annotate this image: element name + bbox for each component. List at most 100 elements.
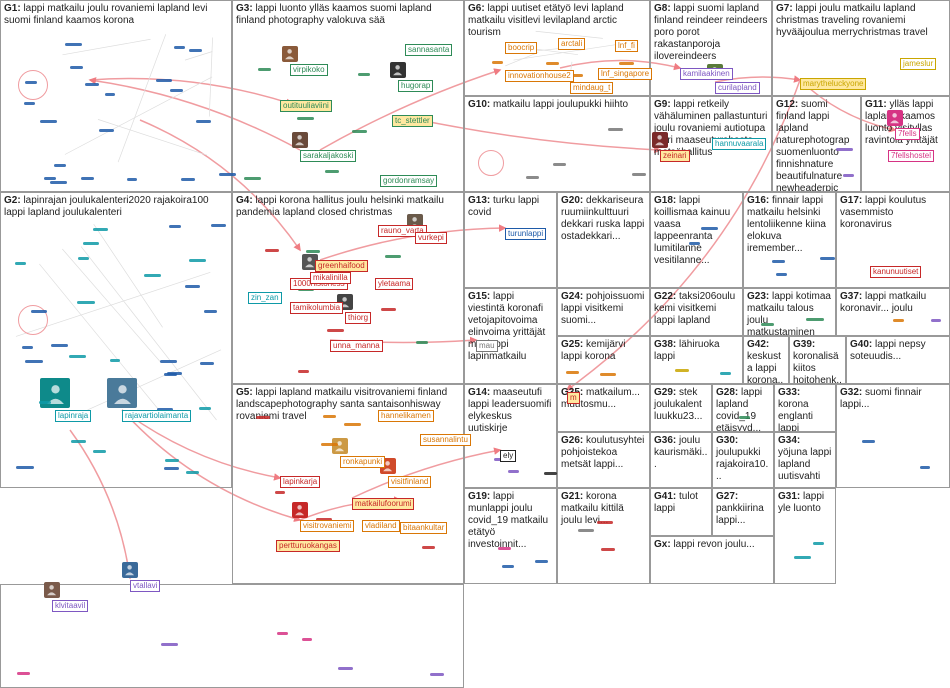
- node-dot: [601, 548, 616, 551]
- network-node[interactable]: turunlappi: [505, 228, 546, 240]
- network-node[interactable]: arctali: [558, 38, 585, 50]
- network-node[interactable]: hugorap: [398, 80, 433, 92]
- node-dot: [566, 371, 578, 374]
- network-node[interactable]: kanunuutiset: [870, 266, 921, 278]
- node-dot: [186, 471, 199, 474]
- node-dot: [244, 177, 260, 180]
- node-dot: [862, 440, 876, 443]
- node-dot: [327, 329, 344, 332]
- network-node[interactable]: hannuvaarala: [712, 138, 766, 150]
- group-cell-g20: G20: dekkariseura ruumiinkulttuuri dekka…: [557, 192, 650, 288]
- network-node[interactable]: lapinkarja: [280, 476, 320, 488]
- group-label: yöjuna lappi lapland uutisvahti: [778, 447, 831, 482]
- group-cell-g38: G38: lähiruoka lappi: [650, 336, 743, 384]
- group-cell-g11: G11: ylläs lappi lapland kaamos luonto v…: [861, 96, 950, 192]
- network-node[interactable]: innovationhouse2: [505, 70, 574, 82]
- node-dot: [40, 120, 58, 123]
- group-cell-g3: G3: lappi luonto ylläs kaamos suomi lapl…: [232, 0, 464, 192]
- network-node[interactable]: mikalinilla: [310, 272, 351, 284]
- group-title: G16: finnair lappi matkailu helsinki len…: [747, 195, 832, 255]
- network-node[interactable]: jameslur: [900, 58, 936, 70]
- group-id: G2:: [4, 195, 23, 206]
- group-id: G39:: [793, 339, 815, 350]
- network-node[interactable]: visitrovaniemi: [300, 520, 354, 532]
- avatar-icon: [292, 132, 308, 148]
- network-node[interactable]: kamilaakinen: [680, 68, 733, 80]
- node-dot: [416, 341, 428, 344]
- node-dot: [25, 360, 43, 363]
- group-label: joulupukki rajakoira10...: [716, 447, 768, 482]
- group-id: G1:: [4, 3, 23, 14]
- network-node[interactable]: sannasanta: [405, 44, 452, 56]
- node-dot: [761, 323, 774, 326]
- group-label: lappi matkailu joulu rovaniemi lapland l…: [4, 3, 207, 26]
- network-node[interactable]: rajavartiolaimanta: [122, 410, 191, 422]
- node-dot: [689, 242, 700, 245]
- group-id: G18:: [654, 195, 679, 206]
- network-node[interactable]: gordonramsay: [380, 175, 437, 187]
- network-node[interactable]: vladiland: [362, 520, 400, 532]
- network-node[interactable]: lapinraja: [55, 410, 91, 422]
- group-id: G5:: [236, 387, 255, 398]
- group-title: G34: yöjuna lappi lapland uutisvahti: [778, 435, 832, 483]
- network-node[interactable]: vurkepi: [415, 232, 447, 244]
- network-node[interactable]: 7fells: [895, 128, 920, 140]
- network-node[interactable]: vtallavi: [130, 580, 160, 592]
- network-node[interactable]: susannalintu: [420, 434, 471, 446]
- node-dot: [105, 93, 115, 96]
- network-node[interactable]: pertturuokangas: [276, 540, 340, 552]
- network-node[interactable]: virpikoko: [290, 64, 328, 76]
- network-node[interactable]: visitfinland: [388, 476, 431, 488]
- group-title: G1: lappi matkailu joulu rovaniemi lapla…: [4, 3, 228, 27]
- group-cell-g28: G28: lappi lapland covid_19 etäisyyd...: [712, 384, 774, 432]
- group-cell-g13: G13: turku lappi covid: [464, 192, 557, 288]
- network-node[interactable]: tamikolumbia: [290, 302, 343, 314]
- network-node[interactable]: thiorg: [345, 312, 371, 324]
- network-node[interactable]: matkailufoorumi: [352, 498, 414, 510]
- network-node[interactable]: sarakaljakoski: [300, 150, 356, 162]
- group-title: G10: matkailu lappi joulupukki hiihto: [468, 99, 646, 111]
- group-title: G37: lappi matkailu koronavir... joulu: [840, 291, 946, 315]
- network-node[interactable]: mau: [476, 340, 498, 352]
- network-node[interactable]: m: [567, 392, 580, 404]
- group-title: G17: lappi koulutus vasemmisto koronavir…: [840, 195, 946, 231]
- node-dot: [211, 224, 226, 227]
- node-dot: [632, 173, 646, 176]
- node-dot: [15, 262, 27, 265]
- network-node[interactable]: curilapland: [715, 82, 760, 94]
- network-node[interactable]: outituuliaviini: [280, 100, 332, 112]
- group-id: G41:: [654, 491, 679, 502]
- network-node[interactable]: zeinari: [660, 150, 690, 162]
- node-dot: [78, 257, 89, 260]
- node-dot: [258, 68, 271, 71]
- group-title: G22: taksi206oulu kemi visitkemi lappi l…: [654, 291, 739, 327]
- network-node[interactable]: marytheluckyone: [800, 78, 866, 90]
- node-dot: [600, 373, 616, 376]
- group-title: G8: lappi suomi lapland finland reindeer…: [654, 3, 768, 63]
- network-node[interactable]: boocrip: [505, 42, 537, 54]
- group-cell-g40: G40: lappi nepsy soteuudis...: [846, 336, 950, 384]
- group-title: G38: lähiruoka lappi: [654, 339, 739, 363]
- network-node[interactable]: yletaama: [375, 278, 413, 290]
- node-dot: [39, 401, 52, 404]
- network-node[interactable]: ronkapunki: [340, 456, 385, 468]
- network-node[interactable]: mindaug_t: [570, 82, 613, 94]
- node-dot: [776, 273, 787, 276]
- node-dot: [50, 181, 67, 184]
- network-node[interactable]: zin_zan: [248, 292, 282, 304]
- node-dot: [181, 178, 195, 181]
- network-node[interactable]: tc_stettler: [392, 115, 433, 127]
- avatar-icon: [390, 62, 406, 78]
- node-dot: [65, 43, 83, 46]
- network-node[interactable]: ely: [500, 450, 516, 462]
- network-node[interactable]: lnf_singapore: [598, 68, 652, 80]
- network-node[interactable]: greenhaifood: [315, 260, 368, 272]
- network-node[interactable]: bitaankultar: [400, 522, 447, 534]
- node-dot: [93, 228, 108, 231]
- network-node[interactable]: lnf_fi: [615, 40, 638, 52]
- network-node[interactable]: 7fellshostel: [888, 150, 934, 162]
- network-node[interactable]: hannelikamen: [378, 410, 434, 422]
- network-node[interactable]: unna_manna: [330, 340, 383, 352]
- network-node[interactable]: klvitaavil: [52, 600, 88, 612]
- group-cell-g15: G15: lappi viestintä koronafi vetojapito…: [464, 288, 557, 384]
